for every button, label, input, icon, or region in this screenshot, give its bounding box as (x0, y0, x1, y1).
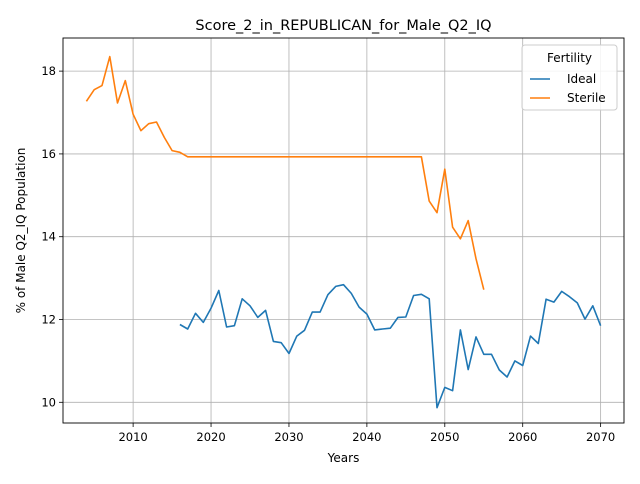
legend: Fertility Ideal Sterile (521, 44, 618, 111)
x-axis-label: Years (327, 451, 360, 465)
y-axis-label: % of Male Q2_IQ Population (14, 148, 28, 314)
x-tick-label: 2060 (508, 430, 537, 444)
legend-title: Fertility (547, 51, 592, 65)
x-tick-label: 2030 (274, 430, 303, 444)
x-tick-label: 2040 (352, 430, 381, 444)
series-line-ideal (179, 283, 602, 409)
series-lines (85, 55, 602, 409)
chart-title: Score_2_in_REPUBLICAN_for_Male_Q2_IQ (195, 18, 491, 34)
legend-label-ideal: Ideal (567, 72, 596, 86)
y-tick-label: 18 (41, 64, 56, 78)
legend-label-sterile: Sterile (567, 91, 606, 105)
axis-ticks: 2010 2020 2030 2040 2050 2060 2070 10 12 14 16 18 (41, 64, 615, 444)
y-tick-label: 16 (41, 147, 56, 161)
x-tick-label: 2050 (430, 430, 459, 444)
plot-frame (62, 37, 625, 424)
y-tick-label: 12 (41, 313, 56, 327)
legend-box (521, 44, 618, 111)
x-tick-label: 2020 (196, 430, 225, 444)
x-tick-label: 2070 (586, 430, 615, 444)
y-tick-label: 14 (41, 230, 56, 244)
y-tick-label: 10 (41, 395, 56, 409)
series-line-sterile (85, 55, 485, 290)
x-tick-label: 2010 (118, 430, 147, 444)
grid-lines (63, 38, 624, 423)
